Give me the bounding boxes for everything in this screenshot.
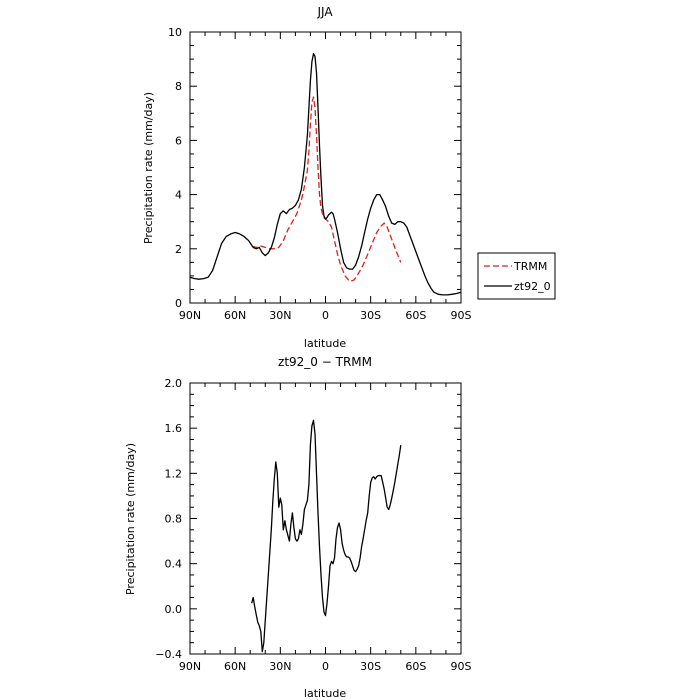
y-tick-label: 4 — [175, 189, 182, 202]
panel-1-legend: TRMM zt92_0 — [477, 252, 556, 300]
y-tick-label: 1.6 — [165, 422, 183, 435]
panel-1-plot-frame — [189, 31, 462, 304]
x-tick-label: 60N — [224, 309, 246, 322]
x-tick-label: 90S — [451, 660, 472, 673]
x-tick-label: 90N — [179, 309, 201, 322]
x-tick-label: 30N — [269, 309, 291, 322]
panel-1-x-axis-label: latitude — [304, 337, 346, 350]
panel-difference: zt92_0 − TRMM Precipitation rate (mm/day… — [124, 355, 472, 700]
panel-2-series — [251, 419, 402, 653]
y-tick-label: 10 — [168, 26, 182, 39]
x-tick-label: 90N — [179, 660, 201, 673]
legend-box — [477, 252, 556, 300]
y-tick-label: 0 — [175, 297, 182, 310]
panel-1-title: JJA — [316, 5, 333, 19]
y-tick-label: 0.4 — [165, 558, 183, 571]
x-tick-label: 0 — [322, 309, 329, 322]
series-line-trmm — [251, 96, 402, 282]
panel-1-series — [189, 53, 462, 296]
legend-label-zt92: zt92_0 — [514, 280, 551, 293]
y-tick-label: −0.4 — [155, 648, 182, 661]
x-tick-label: 60S — [405, 309, 426, 322]
y-tick-label: 0.8 — [165, 513, 183, 526]
x-tick-label: 90S — [451, 309, 472, 322]
x-tick-label: 60N — [224, 660, 246, 673]
panel-jja: JJA Precipitation rate (mm/day) latitude… — [142, 5, 556, 350]
series-line-zt92-0 — [189, 53, 462, 296]
panel-2-y-axis-label: Precipitation rate (mm/day) — [124, 443, 137, 595]
panel-2-plot-frame — [189, 382, 462, 655]
panel-1-y-axis-label: Precipitation rate (mm/day) — [142, 92, 155, 244]
panel-2-x-axis-label: latitude — [304, 687, 346, 700]
panel-1-ticks: 90N 60N 30N 0 30S 60S 90S 0 2 4 6 8 10 — [168, 26, 472, 322]
x-tick-label: 0 — [322, 660, 329, 673]
y-tick-label: 1.2 — [165, 467, 183, 480]
y-tick-label: 2 — [175, 243, 182, 256]
legend-label-trmm: TRMM — [513, 260, 547, 273]
x-tick-label: 30N — [269, 660, 291, 673]
x-tick-label: 30S — [360, 309, 381, 322]
y-tick-label: 0.0 — [165, 603, 183, 616]
panel-2-title: zt92_0 − TRMM — [278, 355, 372, 369]
x-tick-label: 60S — [405, 660, 426, 673]
y-tick-label: 8 — [175, 80, 182, 93]
x-tick-label: 30S — [360, 660, 381, 673]
y-tick-label: 2.0 — [165, 377, 183, 390]
y-tick-label: 6 — [175, 134, 182, 147]
series-line-0 — [251, 419, 402, 653]
